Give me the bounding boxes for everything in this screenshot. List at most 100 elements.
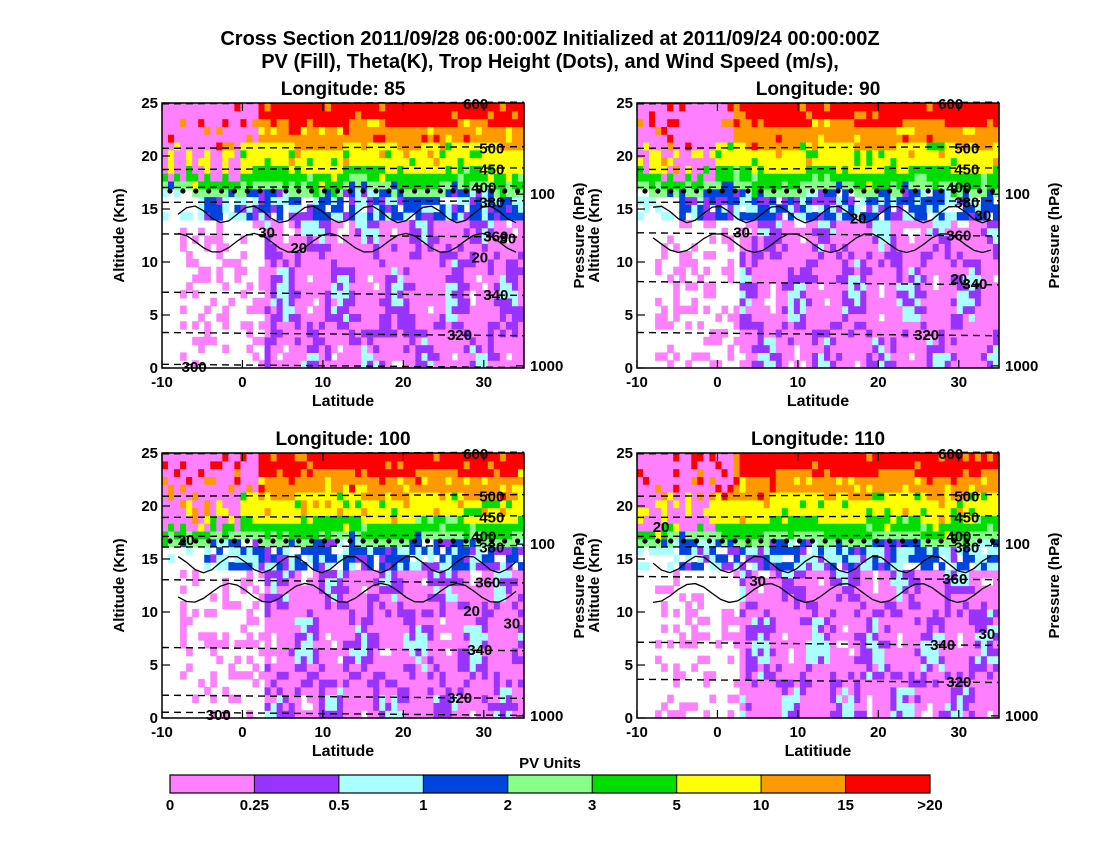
pv-cell (799, 180, 807, 190)
pv-cell (186, 103, 193, 112)
pv-cell (324, 515, 332, 524)
pv-cell (956, 149, 964, 159)
pv-cell (445, 321, 453, 330)
pv-cell (818, 219, 825, 229)
pv-cell (439, 266, 447, 276)
pv-cell (228, 538, 235, 548)
pv-cell (739, 258, 747, 268)
pv-cell (914, 110, 922, 120)
pv-cell (367, 624, 374, 633)
pv-cell (397, 507, 404, 516)
pv-cell (361, 321, 368, 330)
pv-cell (222, 499, 229, 509)
pv-cell (944, 118, 952, 127)
pv-cell (763, 134, 771, 143)
pv-cell (475, 329, 483, 338)
pv-cell (312, 530, 320, 540)
tropopause-dot (502, 188, 508, 194)
theta-isentrope (161, 233, 525, 238)
tropopause-dot (951, 188, 957, 194)
tropopause-dot (334, 188, 340, 194)
pv-cell (451, 266, 459, 276)
pv-cell (330, 165, 338, 174)
pv-cell (992, 103, 1000, 112)
pv-cell (986, 266, 994, 276)
pv-cell (962, 126, 970, 135)
pv-cell (493, 258, 501, 268)
pv-cell (270, 671, 278, 680)
pv-cell (884, 103, 891, 112)
pv-cell (733, 118, 741, 127)
pv-cell (343, 460, 350, 470)
pv-cell (673, 126, 680, 135)
pv-cell (385, 671, 392, 680)
pv-cell (415, 453, 423, 462)
pv-cell (318, 523, 326, 532)
pv-cell (216, 180, 223, 190)
pv-cell (463, 329, 471, 338)
pv-cell (300, 165, 308, 174)
pv-cell (361, 468, 368, 477)
pv-cell (805, 352, 813, 361)
pv-cell (174, 118, 181, 127)
pv-cell (980, 212, 988, 221)
pv-cell (505, 165, 513, 174)
pv-cell (733, 103, 741, 112)
pv-cell (781, 360, 789, 369)
pv-cell (198, 149, 205, 159)
pv-cell (884, 360, 891, 369)
pv-cell (451, 329, 459, 338)
pv-cell (824, 336, 831, 346)
pv-cell (391, 585, 398, 594)
pv-cell (318, 453, 326, 462)
pv-cell (264, 593, 272, 602)
pv-cell (842, 313, 849, 322)
pv-cell (228, 297, 235, 307)
pv-cell (986, 305, 994, 315)
pv-cell (445, 103, 453, 112)
pv-cell (421, 632, 429, 641)
pv-cell (691, 266, 698, 276)
pv-cell (902, 212, 910, 221)
pv-cell (439, 165, 447, 174)
pv-cell (355, 546, 362, 555)
pv-cell (409, 282, 416, 291)
pv-cell (992, 336, 1000, 346)
pv-cell (264, 103, 272, 112)
pv-cell (385, 710, 392, 719)
pv-cell (854, 235, 861, 244)
pv-cell (204, 507, 211, 516)
tropopause-dot (771, 188, 777, 194)
pv-cell (793, 103, 801, 112)
pv-cell (415, 321, 423, 330)
pv-cell (210, 640, 217, 649)
pv-cell (336, 616, 344, 626)
pv-cell (505, 180, 513, 190)
pv-cell (318, 632, 326, 641)
pv-cell (270, 694, 278, 704)
pv-cell (830, 103, 837, 112)
pv-cell (415, 360, 423, 369)
pv-cell (379, 499, 386, 509)
pv-cell (343, 468, 350, 477)
pv-cell (294, 235, 302, 244)
pv-cell (276, 515, 284, 524)
pv-cell (751, 258, 759, 268)
pv-cell (451, 235, 459, 244)
pv-cell (763, 282, 771, 291)
pv-cell (938, 219, 946, 229)
pv-cell (330, 134, 338, 143)
pv-cell (781, 344, 789, 354)
pv-cell (373, 608, 380, 618)
pv-cell (956, 103, 964, 112)
pv-cell (836, 243, 843, 252)
pv-cell (902, 274, 910, 283)
pv-cell (938, 360, 946, 369)
pv-cell (294, 671, 302, 680)
pv-cell (872, 297, 879, 307)
pv-cell (932, 134, 940, 143)
pv-cell (300, 321, 308, 330)
pv-cell (499, 321, 507, 330)
pv-cell (318, 212, 326, 221)
pv-cell (811, 235, 819, 244)
